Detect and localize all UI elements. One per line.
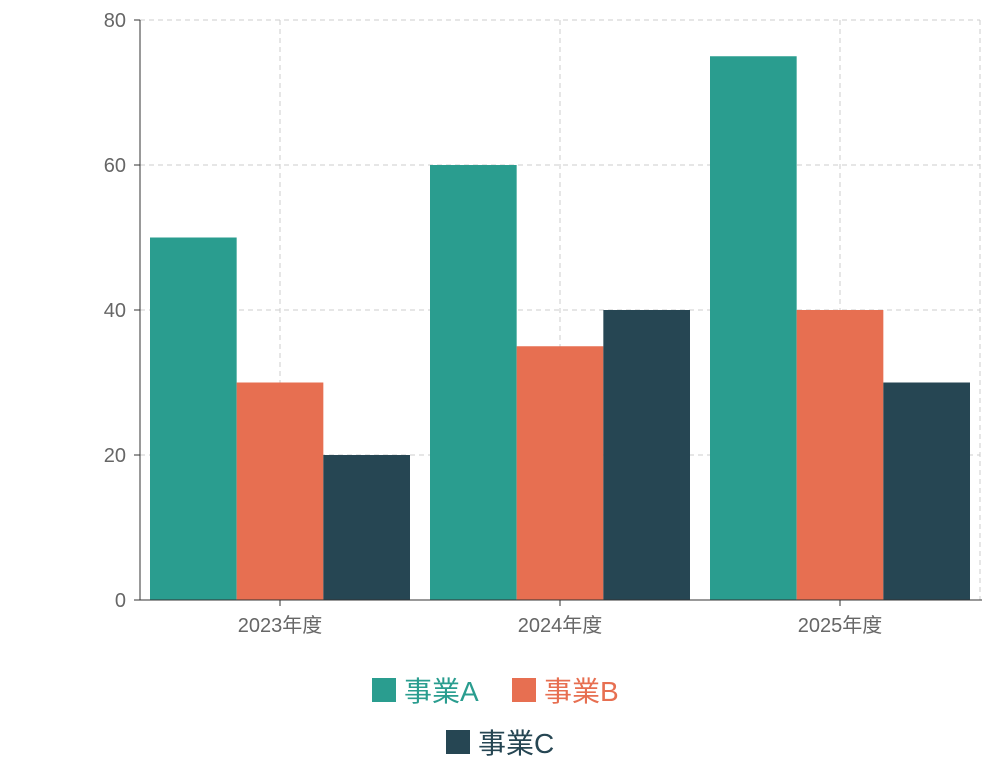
y-tick-label: 80	[104, 10, 126, 32]
y-tick-label: 40	[104, 300, 126, 322]
bar-事業A-2023年度	[150, 237, 237, 600]
bar-事業C-2025年度	[883, 382, 970, 600]
x-tick-label: 2024年度	[518, 614, 603, 637]
y-tick-label: 60	[104, 155, 126, 177]
bar-chart: 0 20 40 60 80 2023年度 2024年度 2025年度	[104, 10, 982, 637]
bar-事業B-2024年度	[516, 346, 604, 600]
bar-事業C-2024年度	[603, 310, 690, 600]
legend-label-c: 事業C	[478, 728, 555, 759]
y-tick-label: 20	[104, 445, 126, 467]
legend-item-a[interactable]: 事業A	[372, 670, 479, 710]
y-tick-label: 0	[115, 590, 126, 612]
legend-label-a: 事業A	[404, 676, 479, 707]
legend-item-c[interactable]: 事業C	[446, 722, 554, 762]
bar-事業B-2023年度	[236, 382, 324, 600]
legend-swatch-a	[372, 678, 396, 702]
bar-事業C-2023年度	[323, 455, 410, 600]
x-tick-label: 2025年度	[798, 614, 883, 637]
bar-事業A-2024年度	[430, 165, 517, 600]
legend-item-b[interactable]: 事業B	[512, 670, 619, 710]
legend-swatch-b	[512, 678, 536, 702]
x-tick-label: 2023年度	[238, 614, 323, 637]
legend-swatch-c	[446, 730, 470, 754]
bar-事業A-2025年度	[710, 56, 797, 600]
legend-label-b: 事業B	[544, 676, 619, 707]
bar-事業B-2025年度	[796, 310, 884, 600]
